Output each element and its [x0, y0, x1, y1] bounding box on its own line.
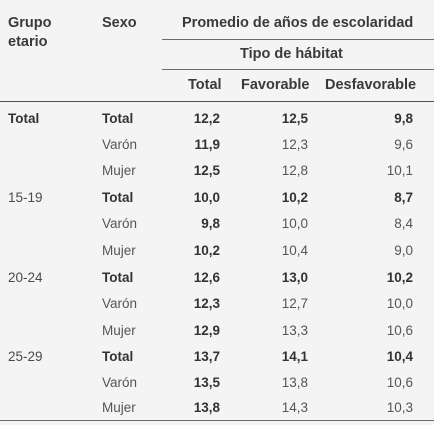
cell-total: 12,5: [193, 163, 220, 178]
cell-total: 12,2: [193, 111, 220, 126]
header-promedio: Promedio de años de escolaridad: [182, 15, 414, 31]
cell-desfavorable: 9,6: [394, 137, 413, 152]
cell-favorable: 14,1: [281, 349, 308, 364]
row-sex-label: Mujer: [102, 243, 136, 258]
cell-desfavorable: 9,0: [394, 243, 413, 258]
row-sex-label: Total: [102, 349, 134, 364]
cell-total: 9,8: [201, 216, 220, 231]
cell-favorable: 10,0: [281, 216, 308, 231]
row-sex-label: Mujer: [102, 323, 136, 338]
cell-desfavorable: 10,4: [386, 349, 413, 364]
row-sex-label: Total: [102, 190, 134, 205]
row-sex-label: Varón: [102, 296, 138, 311]
row-group-label: Total: [8, 111, 40, 126]
row-sex-label: Mujer: [102, 400, 136, 415]
cell-total: 12,6: [193, 270, 220, 285]
cell-desfavorable: 10,6: [386, 323, 413, 338]
cell-total: 13,7: [193, 349, 220, 364]
table-bottom-rule: [0, 420, 434, 421]
row-sex-label: Mujer: [102, 163, 136, 178]
cell-desfavorable: 8,4: [394, 216, 413, 231]
cell-total: 13,8: [193, 400, 220, 415]
cell-favorable: 13,0: [281, 270, 308, 285]
cell-favorable: 13,8: [281, 375, 308, 390]
cell-desfavorable: 9,8: [394, 111, 413, 126]
row-group-label: 15-19: [8, 190, 43, 205]
header-rule-tipo: [162, 69, 434, 70]
header-sexo: Sexo: [102, 15, 137, 31]
row-sex-label: Total: [102, 111, 134, 126]
cell-favorable: 12,5: [281, 111, 308, 126]
cell-favorable: 14,3: [281, 400, 308, 415]
cell-total: 10,0: [193, 190, 220, 205]
row-sex-label: Varón: [102, 137, 138, 152]
cell-desfavorable: 10,0: [386, 296, 413, 311]
row-sex-label: Varón: [102, 216, 138, 231]
cell-total: 13,5: [193, 375, 220, 390]
row-sex-label: Varón: [102, 375, 138, 390]
cell-desfavorable: 10,6: [386, 375, 413, 390]
cell-favorable: 10,2: [281, 190, 308, 205]
cell-desfavorable: 10,3: [386, 400, 413, 415]
header-col-desfavorable: Desfavorable: [325, 77, 417, 93]
header-grupo-line2: etario: [8, 34, 48, 50]
header-col-total: Total: [188, 77, 222, 93]
cell-favorable: 12,7: [281, 296, 308, 311]
header-bottom-rule: [0, 101, 434, 102]
cell-total: 10,2: [193, 243, 220, 258]
row-group-label: 20-24: [8, 270, 43, 285]
cell-favorable: 10,4: [281, 243, 308, 258]
cell-favorable: 13,3: [281, 323, 308, 338]
cell-total: 12,9: [193, 323, 220, 338]
cell-favorable: 12,8: [281, 163, 308, 178]
row-group-label: 25-29: [8, 349, 43, 364]
cell-desfavorable: 10,1: [386, 163, 413, 178]
cell-desfavorable: 10,2: [386, 270, 413, 285]
header-col-favorable: Favorable: [241, 77, 310, 93]
cell-total: 11,9: [194, 137, 220, 152]
header-tipo-habitat: Tipo de hábitat: [240, 46, 343, 62]
header-rule-promedio: [162, 39, 434, 40]
cell-total: 12,3: [193, 296, 220, 311]
row-sex-label: Total: [102, 270, 134, 285]
cell-desfavorable: 8,7: [394, 190, 413, 205]
header-grupo-line1: Grupo: [8, 15, 52, 31]
cell-favorable: 12,3: [281, 137, 308, 152]
header-grupo-etario: Grupo etario: [8, 14, 52, 52]
